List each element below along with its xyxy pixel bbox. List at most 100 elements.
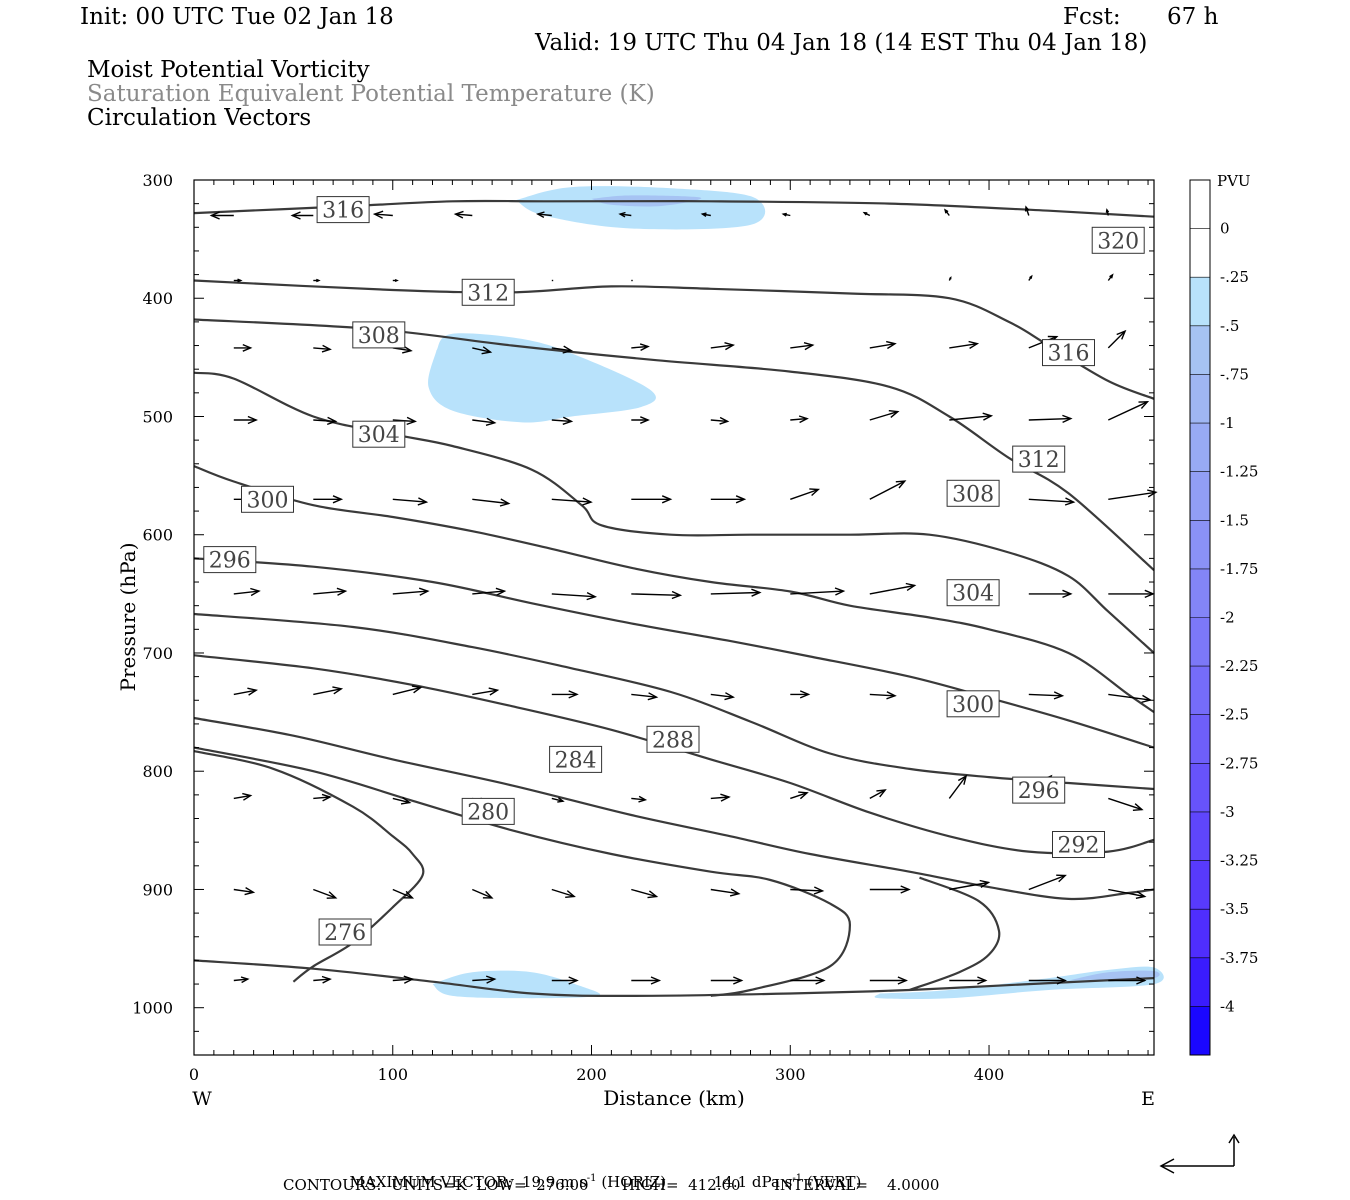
vector-head [485, 417, 497, 426]
circulation-vector [392, 796, 412, 805]
circulation-vector [869, 691, 897, 700]
circulation-vector [313, 278, 321, 283]
circulation-vector [790, 886, 825, 895]
vector-head [326, 891, 338, 899]
vector-head [1062, 414, 1073, 424]
contour-label: 284 [549, 745, 603, 773]
vector-head [482, 890, 494, 899]
circulation-vector [949, 412, 994, 421]
contour-label-text: 300 [952, 693, 994, 718]
vector-head [650, 976, 662, 985]
vector-head [1056, 976, 1068, 985]
vector-head [247, 687, 258, 696]
pv-shade-region [428, 333, 656, 423]
vector-head [495, 587, 507, 596]
contour-label-text: 284 [555, 748, 597, 773]
circulation-vector [948, 276, 952, 281]
colorbar-level-label: -1.5 [1220, 511, 1249, 529]
vector-head [557, 797, 565, 803]
contour-label-box [1012, 776, 1066, 804]
circulation-vector [536, 211, 552, 219]
colorbar-level-label: -1.25 [1220, 463, 1258, 481]
colorbar-swatch [1190, 423, 1210, 472]
contour-label: 304 [946, 579, 1000, 607]
circulation-vector [1028, 691, 1065, 700]
forecast-hour: 67 h [1167, 4, 1219, 30]
vector-head [944, 208, 949, 214]
vector-shaft [1028, 693, 1063, 697]
vector-head [1056, 874, 1067, 883]
circulation-vector [233, 415, 259, 425]
vector-shaft [551, 498, 592, 503]
x-tick-label: 400 [974, 1065, 1005, 1084]
circulation-vector [392, 975, 415, 984]
contour-label: 276 [318, 918, 372, 946]
plot-frame [193, 179, 1155, 1056]
vector-shaft [1028, 417, 1071, 421]
colorbar-level-label: -1.75 [1220, 560, 1258, 578]
max-vector-line: MAXIMUM VECTOR: 19.9 m s-1 (HORIZ) 14.1 … [340, 1159, 862, 1191]
colorbar-swatch [1190, 374, 1210, 424]
theta-e-contour [193, 318, 1155, 572]
vector-head [240, 976, 250, 984]
circulation-vector [392, 279, 399, 282]
circulation-vector [472, 687, 500, 696]
colorbar-level-label: -4 [1220, 997, 1235, 1015]
contour-label-box [318, 918, 372, 946]
colorbar-swatch [1190, 228, 1210, 278]
contour-label-box [352, 321, 406, 349]
vector-shaft [949, 343, 978, 349]
colorbar-level-label: -.75 [1220, 365, 1249, 383]
y-tick-label: 600 [142, 526, 173, 545]
circulation-vector [869, 789, 887, 800]
vector-head [798, 415, 809, 424]
vector-head [1144, 589, 1155, 599]
circulation-vector [551, 976, 579, 985]
colorbar-swatch [1190, 617, 1210, 667]
circulation-vector [209, 211, 234, 220]
circulation-vector [631, 692, 659, 701]
circulation-vector [313, 495, 344, 504]
colorbar-level-label: -2.25 [1220, 657, 1258, 675]
vector-shaft [710, 693, 734, 698]
vector-shaft [869, 343, 896, 349]
vector-head [809, 488, 821, 497]
vector-shaft [710, 419, 728, 423]
vector-head [897, 976, 909, 985]
vector-head [1132, 803, 1144, 811]
colorbar-swatch [1190, 277, 1210, 326]
vector-head [488, 687, 500, 696]
contour-label-box [316, 196, 370, 224]
circulation-vector [710, 416, 730, 425]
vector-head [886, 691, 897, 700]
vector-shaft [631, 797, 646, 801]
contour-label: 308 [946, 479, 1000, 507]
contour-label-text: 276 [324, 921, 366, 946]
circulation-vector [233, 976, 250, 984]
y-tick-label: 800 [142, 762, 173, 781]
vector-head [237, 278, 243, 283]
vector-shaft [313, 419, 336, 423]
colorbar: 0 -.25 -.5 -.75 -1 -1.25 -1.5 -1.75 -2 -2.25 -2.5 -… [1189, 179, 1258, 1056]
circulation-vector [1028, 274, 1033, 281]
circulation-vector [869, 976, 909, 985]
valid-time: Valid: 19 UTC Thu 04 Jan 18 (14 EST Thu … [535, 30, 1148, 56]
vector-head [568, 690, 579, 699]
vector-head [568, 976, 579, 985]
pv-shading-layer [428, 186, 1164, 1000]
vector-shaft [869, 789, 886, 800]
contour-label: 296 [203, 546, 257, 574]
vert-tag: (VERT) [806, 1173, 862, 1191]
vector-shaft [869, 410, 899, 421]
vector-head [562, 416, 574, 425]
contour-label: 300 [946, 690, 1000, 718]
vector-head [403, 975, 415, 984]
vector-head [1024, 205, 1030, 212]
vector-head [888, 410, 900, 418]
vector-shaft [374, 213, 393, 217]
vector-head [895, 480, 907, 489]
vector-head [1064, 497, 1076, 506]
theta-e-contour [193, 959, 1155, 998]
colorbar-level-label: -3.25 [1220, 852, 1258, 870]
circulation-vector [392, 888, 415, 899]
